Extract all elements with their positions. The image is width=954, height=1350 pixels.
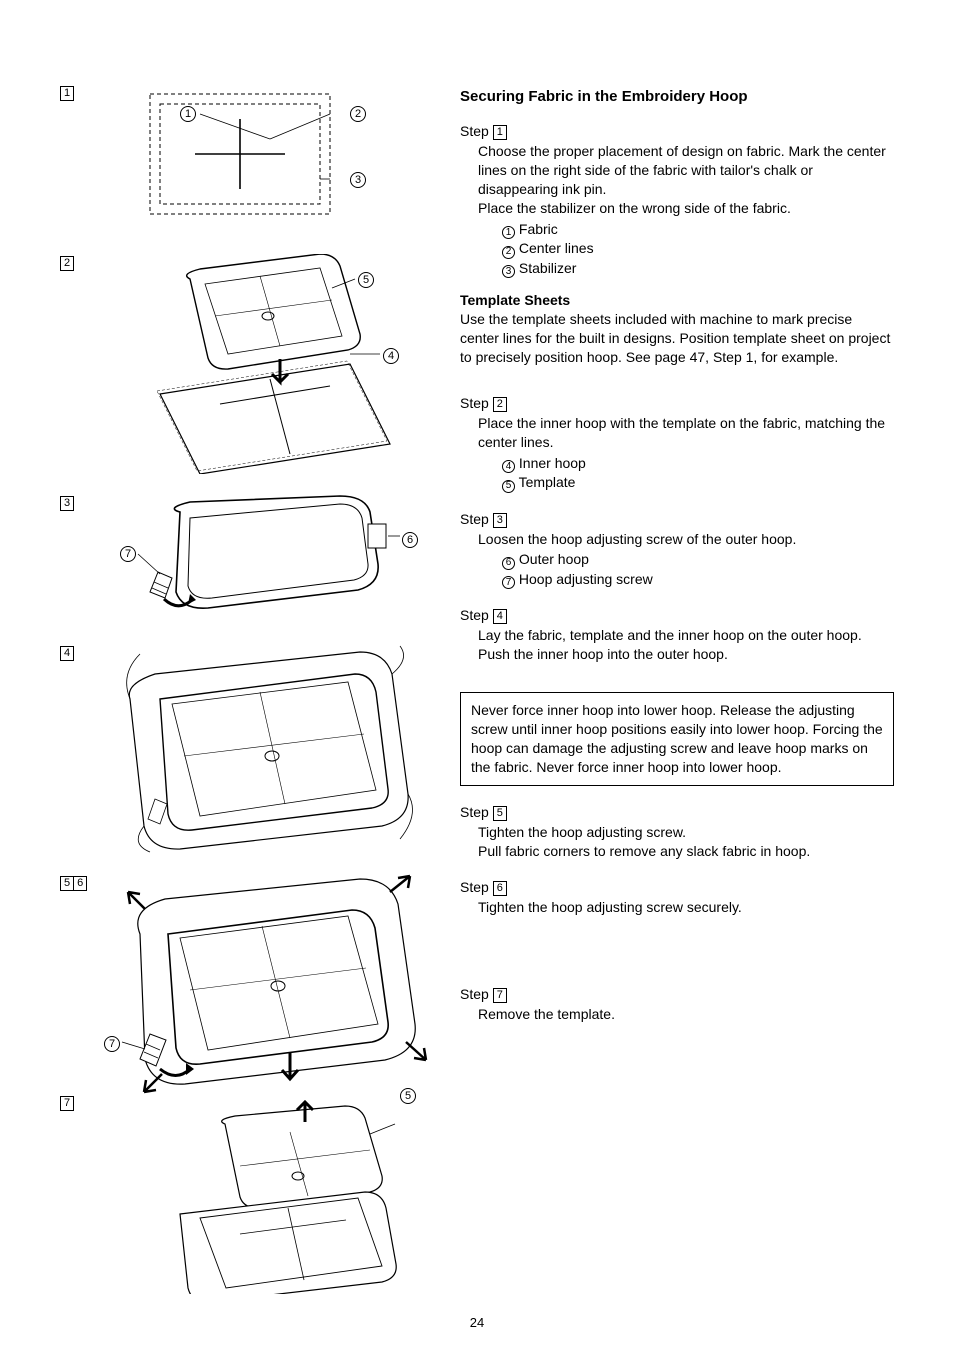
callout-5b: 5 bbox=[400, 1088, 416, 1104]
step-2-items: 4 Inner hoop 5 Template bbox=[502, 454, 894, 493]
callout-3: 3 bbox=[350, 172, 366, 188]
callout-5: 5 bbox=[358, 272, 374, 288]
step-3-items: 6 Outer hoop 7 Hoop adjusting screw bbox=[502, 550, 894, 589]
page-title: Securing Fabric in the Embroidery Hoop bbox=[460, 88, 894, 105]
figure-7-svg bbox=[130, 1094, 430, 1294]
figure-label-1: 1 bbox=[60, 86, 74, 101]
figure-3-svg bbox=[110, 494, 410, 624]
figure-7: 7 5 bbox=[60, 1094, 430, 1294]
template-body: Use the template sheets included with ma… bbox=[460, 310, 894, 367]
figure-4: 4 bbox=[60, 644, 430, 864]
step-5-label: Step 5 bbox=[460, 804, 894, 821]
figure-label-6: 6 bbox=[73, 876, 87, 891]
step-1-body: Choose the proper placement of design on… bbox=[478, 142, 894, 218]
step-7-body: Remove the template. bbox=[478, 1005, 894, 1024]
template-heading: Template Sheets bbox=[460, 292, 894, 308]
step-1-label: Step 1 bbox=[460, 123, 894, 140]
figure-3: 3 7 6 bbox=[60, 494, 430, 634]
callout-4: 4 bbox=[383, 348, 399, 364]
callout-7a: 7 bbox=[120, 546, 136, 562]
callout-1: 1 bbox=[180, 106, 196, 122]
step-4-body: Lay the fabric, template and the inner h… bbox=[478, 626, 894, 664]
figure-1: 1 1 2 3 bbox=[60, 84, 430, 244]
step-1-items: 1 Fabric 2 Center lines 3 Stabilizer bbox=[502, 220, 894, 279]
caution-note: Never force inner hoop into lower hoop. … bbox=[460, 692, 894, 786]
callout-7b: 7 bbox=[104, 1036, 120, 1052]
callout-2: 2 bbox=[350, 106, 366, 122]
step-6-label: Step 6 bbox=[460, 879, 894, 896]
figure-56-svg bbox=[90, 874, 430, 1104]
figure-label-7: 7 bbox=[60, 1096, 74, 1111]
step-3-label: Step 3 bbox=[460, 511, 894, 528]
figure-label-5: 5 bbox=[60, 876, 74, 891]
figure-4-svg bbox=[100, 644, 420, 854]
callout-6: 6 bbox=[402, 532, 418, 548]
figure-2-svg bbox=[120, 254, 420, 474]
step-4-label: Step 4 bbox=[460, 607, 894, 624]
figure-label-2: 2 bbox=[60, 256, 74, 271]
page-number: 24 bbox=[0, 1315, 954, 1330]
text-column: Securing Fabric in the Embroidery Hoop S… bbox=[460, 80, 894, 1304]
step-2-label: Step 2 bbox=[460, 395, 894, 412]
figure-label-3: 3 bbox=[60, 496, 74, 511]
figure-label-4: 4 bbox=[60, 646, 74, 661]
step-3-body: Loosen the hoop adjusting screw of the o… bbox=[478, 530, 894, 549]
figure-2: 2 5 4 bbox=[60, 254, 430, 484]
step-6-body: Tighten the hoop adjusting screw securel… bbox=[478, 898, 894, 917]
step-5-body: Tighten the hoop adjusting screw. Pull f… bbox=[478, 823, 894, 861]
step-7-label: Step 7 bbox=[460, 986, 894, 1003]
figure-5-6: 56 bbox=[60, 874, 430, 1114]
figures-column: 1 1 2 3 2 bbox=[60, 80, 430, 1304]
step-2-body: Place the inner hoop with the template o… bbox=[478, 414, 894, 452]
